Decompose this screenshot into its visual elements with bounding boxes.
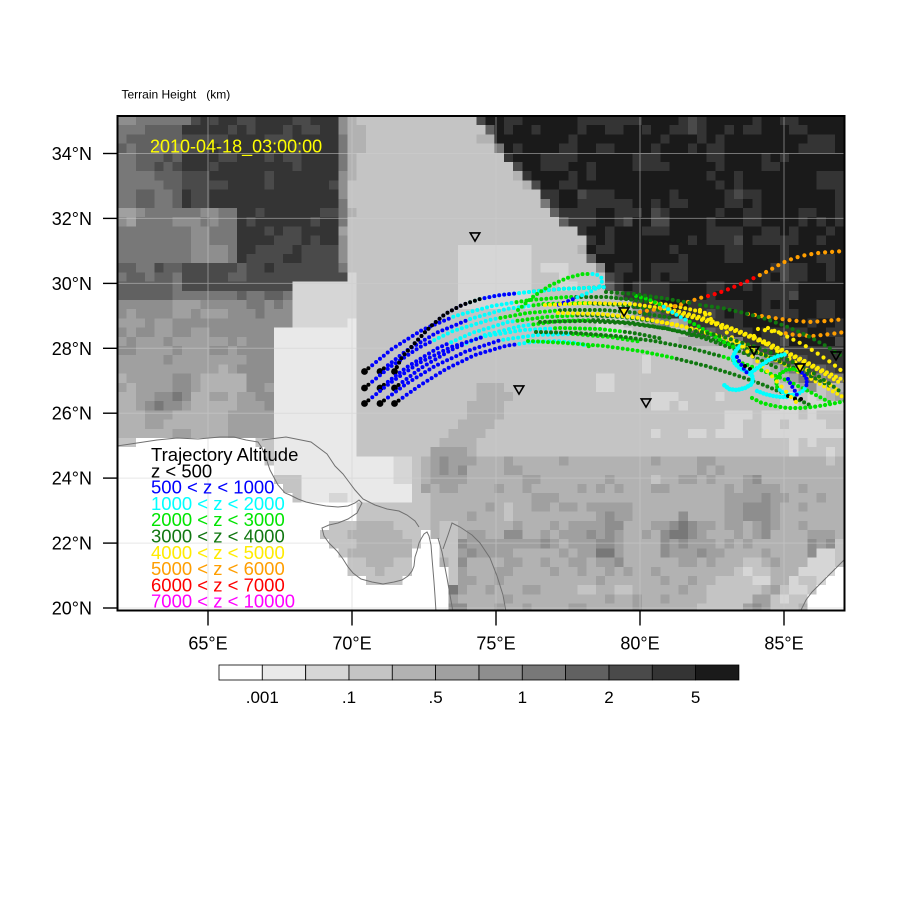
svg-text:26°N: 26°N — [52, 404, 92, 424]
svg-text:34°N: 34°N — [52, 144, 92, 164]
svg-text:5: 5 — [691, 688, 700, 707]
svg-text:.5: .5 — [429, 688, 443, 707]
svg-text:28°N: 28°N — [52, 339, 92, 359]
svg-text:24°N: 24°N — [52, 469, 92, 489]
svg-text:Terrain Height (km): Terrain Height (km) — [122, 87, 231, 101]
svg-text:.001: .001 — [246, 688, 279, 707]
svg-text:30°N: 30°N — [52, 274, 92, 294]
svg-text:32°N: 32°N — [52, 209, 92, 229]
svg-text:7000 < z < 10000: 7000 < z < 10000 — [151, 591, 295, 612]
svg-text:5000 < z < 6000: 5000 < z < 6000 — [151, 558, 285, 579]
svg-text:.1: .1 — [342, 688, 356, 707]
svg-text:2010-04-18_03:00:00: 2010-04-18_03:00:00 — [150, 136, 322, 157]
svg-text:2: 2 — [604, 688, 613, 707]
svg-text:Trajectory Altitude: Trajectory Altitude — [151, 444, 298, 465]
svg-text:80°E: 80°E — [620, 634, 659, 654]
svg-text:6000 < z < 7000: 6000 < z < 7000 — [151, 574, 285, 595]
svg-text:75°E: 75°E — [476, 634, 515, 654]
svg-text:1000 < z < 2000: 1000 < z < 2000 — [151, 493, 285, 514]
svg-text:z < 500: z < 500 — [151, 460, 212, 481]
svg-text:22°N: 22°N — [52, 534, 92, 554]
svg-text:500 < z < 1000: 500 < z < 1000 — [151, 477, 274, 498]
svg-text:20°N: 20°N — [52, 599, 92, 619]
svg-text:65°E: 65°E — [188, 634, 227, 654]
svg-text:3000 < z < 4000: 3000 < z < 4000 — [151, 526, 285, 547]
svg-text:85°E: 85°E — [764, 634, 803, 654]
svg-text:1: 1 — [518, 688, 527, 707]
svg-text:4000 < z < 5000: 4000 < z < 5000 — [151, 542, 285, 563]
svg-text:2000 < z < 3000: 2000 < z < 3000 — [151, 509, 285, 530]
svg-text:70°E: 70°E — [332, 634, 371, 654]
